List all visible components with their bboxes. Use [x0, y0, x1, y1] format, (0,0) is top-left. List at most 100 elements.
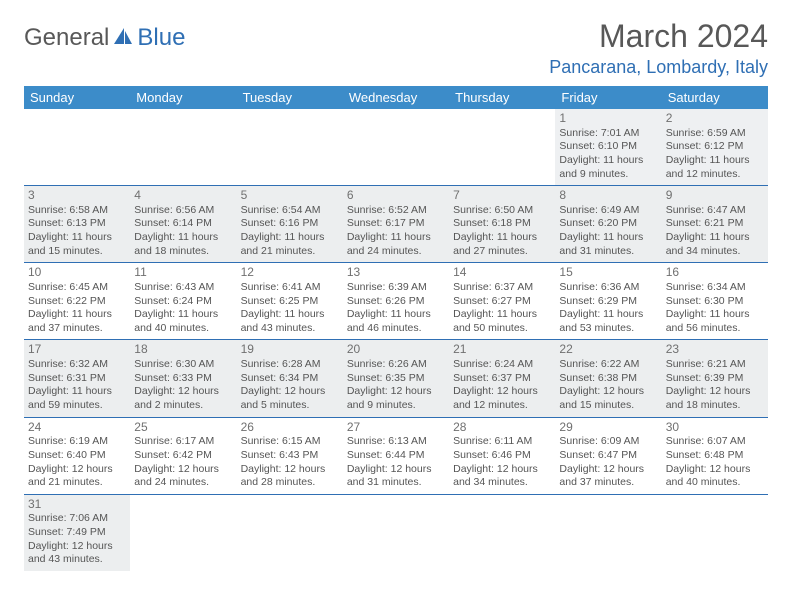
sunset-text: Sunset: 6:29 PM: [559, 295, 657, 309]
daylight-text: Daylight: 12 hours and 28 minutes.: [241, 463, 339, 490]
day-number: 22: [559, 342, 657, 358]
calendar-table: Sunday Monday Tuesday Wednesday Thursday…: [24, 86, 768, 571]
sunrise-text: Sunrise: 6:39 AM: [347, 281, 445, 295]
calendar-week-row: 31Sunrise: 7:06 AMSunset: 7:49 PMDayligh…: [24, 494, 768, 571]
calendar-week-row: 17Sunrise: 6:32 AMSunset: 6:31 PMDayligh…: [24, 340, 768, 417]
daylight-text: Daylight: 12 hours and 34 minutes.: [453, 463, 551, 490]
weekday-header: Friday: [555, 86, 661, 109]
daylight-text: Daylight: 11 hours and 40 minutes.: [134, 308, 232, 335]
calendar-day-cell: [343, 494, 449, 571]
sunset-text: Sunset: 6:10 PM: [559, 140, 657, 154]
sunset-text: Sunset: 6:22 PM: [28, 295, 126, 309]
daylight-text: Daylight: 11 hours and 34 minutes.: [666, 231, 764, 258]
calendar-week-row: 1Sunrise: 7:01 AMSunset: 6:10 PMDaylight…: [24, 109, 768, 186]
day-number: 5: [241, 188, 339, 204]
calendar-day-cell: [449, 109, 555, 186]
sunrise-text: Sunrise: 6:32 AM: [28, 358, 126, 372]
day-number: 23: [666, 342, 764, 358]
sunrise-text: Sunrise: 6:36 AM: [559, 281, 657, 295]
header: General Blue March 2024 Pancarana, Lomba…: [24, 18, 768, 78]
calendar-day-cell: 26Sunrise: 6:15 AMSunset: 6:43 PMDayligh…: [237, 417, 343, 494]
day-number: 6: [347, 188, 445, 204]
sunrise-text: Sunrise: 6:22 AM: [559, 358, 657, 372]
day-number: 15: [559, 265, 657, 281]
sunrise-text: Sunrise: 6:17 AM: [134, 435, 232, 449]
day-number: 13: [347, 265, 445, 281]
day-number: 1: [559, 111, 657, 127]
sunset-text: Sunset: 6:33 PM: [134, 372, 232, 386]
calendar-day-cell: 28Sunrise: 6:11 AMSunset: 6:46 PMDayligh…: [449, 417, 555, 494]
weekday-header: Saturday: [662, 86, 768, 109]
calendar-day-cell: 17Sunrise: 6:32 AMSunset: 6:31 PMDayligh…: [24, 340, 130, 417]
day-number: 25: [134, 420, 232, 436]
sunset-text: Sunset: 6:48 PM: [666, 449, 764, 463]
day-number: 11: [134, 265, 232, 281]
daylight-text: Daylight: 12 hours and 43 minutes.: [28, 540, 126, 567]
sunset-text: Sunset: 6:47 PM: [559, 449, 657, 463]
day-number: 9: [666, 188, 764, 204]
sunset-text: Sunset: 6:31 PM: [28, 372, 126, 386]
sunset-text: Sunset: 6:35 PM: [347, 372, 445, 386]
logo-text-blue: Blue: [137, 24, 185, 52]
sunset-text: Sunset: 6:30 PM: [666, 295, 764, 309]
sunrise-text: Sunrise: 6:30 AM: [134, 358, 232, 372]
day-number: 16: [666, 265, 764, 281]
daylight-text: Daylight: 12 hours and 18 minutes.: [666, 385, 764, 412]
sunrise-text: Sunrise: 6:37 AM: [453, 281, 551, 295]
daylight-text: Daylight: 12 hours and 40 minutes.: [666, 463, 764, 490]
sunrise-text: Sunrise: 6:56 AM: [134, 204, 232, 218]
sunrise-text: Sunrise: 6:43 AM: [134, 281, 232, 295]
sunrise-text: Sunrise: 6:09 AM: [559, 435, 657, 449]
calendar-day-cell: 18Sunrise: 6:30 AMSunset: 6:33 PMDayligh…: [130, 340, 236, 417]
sunset-text: Sunset: 6:25 PM: [241, 295, 339, 309]
daylight-text: Daylight: 11 hours and 56 minutes.: [666, 308, 764, 335]
sunrise-text: Sunrise: 6:11 AM: [453, 435, 551, 449]
sunrise-text: Sunrise: 6:15 AM: [241, 435, 339, 449]
calendar-day-cell: 21Sunrise: 6:24 AMSunset: 6:37 PMDayligh…: [449, 340, 555, 417]
calendar-day-cell: 25Sunrise: 6:17 AMSunset: 6:42 PMDayligh…: [130, 417, 236, 494]
calendar-day-cell: [343, 109, 449, 186]
sunset-text: Sunset: 6:18 PM: [453, 217, 551, 231]
day-number: 24: [28, 420, 126, 436]
calendar-day-cell: 8Sunrise: 6:49 AMSunset: 6:20 PMDaylight…: [555, 186, 661, 263]
calendar-week-row: 24Sunrise: 6:19 AMSunset: 6:40 PMDayligh…: [24, 417, 768, 494]
sunrise-text: Sunrise: 6:59 AM: [666, 127, 764, 141]
location: Pancarana, Lombardy, Italy: [549, 57, 768, 78]
sunset-text: Sunset: 6:14 PM: [134, 217, 232, 231]
calendar-day-cell: 27Sunrise: 6:13 AMSunset: 6:44 PMDayligh…: [343, 417, 449, 494]
calendar-day-cell: 1Sunrise: 7:01 AMSunset: 6:10 PMDaylight…: [555, 109, 661, 186]
weekday-header: Sunday: [24, 86, 130, 109]
sunrise-text: Sunrise: 6:19 AM: [28, 435, 126, 449]
sunrise-text: Sunrise: 6:28 AM: [241, 358, 339, 372]
day-number: 26: [241, 420, 339, 436]
day-number: 12: [241, 265, 339, 281]
daylight-text: Daylight: 11 hours and 15 minutes.: [28, 231, 126, 258]
sunset-text: Sunset: 7:49 PM: [28, 526, 126, 540]
sunrise-text: Sunrise: 6:26 AM: [347, 358, 445, 372]
calendar-day-cell: 13Sunrise: 6:39 AMSunset: 6:26 PMDayligh…: [343, 263, 449, 340]
calendar-day-cell: [130, 109, 236, 186]
calendar-day-cell: 6Sunrise: 6:52 AMSunset: 6:17 PMDaylight…: [343, 186, 449, 263]
month-title: March 2024: [549, 18, 768, 55]
title-block: March 2024 Pancarana, Lombardy, Italy: [549, 18, 768, 78]
calendar-day-cell: 2Sunrise: 6:59 AMSunset: 6:12 PMDaylight…: [662, 109, 768, 186]
calendar-day-cell: 29Sunrise: 6:09 AMSunset: 6:47 PMDayligh…: [555, 417, 661, 494]
sunset-text: Sunset: 6:46 PM: [453, 449, 551, 463]
sunset-text: Sunset: 6:43 PM: [241, 449, 339, 463]
calendar-day-cell: 7Sunrise: 6:50 AMSunset: 6:18 PMDaylight…: [449, 186, 555, 263]
sunrise-text: Sunrise: 6:50 AM: [453, 204, 551, 218]
day-number: 7: [453, 188, 551, 204]
sunrise-text: Sunrise: 6:49 AM: [559, 204, 657, 218]
calendar-day-cell: 5Sunrise: 6:54 AMSunset: 6:16 PMDaylight…: [237, 186, 343, 263]
calendar-day-cell: 22Sunrise: 6:22 AMSunset: 6:38 PMDayligh…: [555, 340, 661, 417]
daylight-text: Daylight: 12 hours and 5 minutes.: [241, 385, 339, 412]
sunset-text: Sunset: 6:37 PM: [453, 372, 551, 386]
sunset-text: Sunset: 6:39 PM: [666, 372, 764, 386]
calendar-day-cell: 14Sunrise: 6:37 AMSunset: 6:27 PMDayligh…: [449, 263, 555, 340]
calendar-day-cell: [24, 109, 130, 186]
day-number: 28: [453, 420, 551, 436]
sunset-text: Sunset: 6:17 PM: [347, 217, 445, 231]
daylight-text: Daylight: 11 hours and 9 minutes.: [559, 154, 657, 181]
weekday-header: Wednesday: [343, 86, 449, 109]
daylight-text: Daylight: 12 hours and 37 minutes.: [559, 463, 657, 490]
